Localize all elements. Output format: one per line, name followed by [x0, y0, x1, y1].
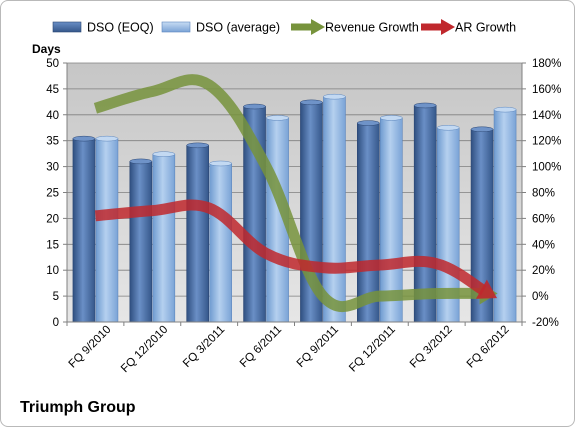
y-tick-label: 0: [53, 317, 59, 329]
bar-cap: [300, 99, 323, 106]
x-tick-label: FQ 12/2010: [119, 324, 170, 375]
y-tick-label: 25: [46, 188, 59, 200]
bar-dso-average: [209, 163, 232, 323]
x-tick-label: FQ 6/2011: [238, 324, 284, 370]
y2-tick-label: 40%: [532, 239, 555, 251]
bar-cap: [413, 102, 437, 109]
y2-tick-label: 160%: [532, 84, 561, 96]
legend-label: DSO (EOQ): [87, 21, 154, 35]
x-tick-label: FQ 9/2011: [295, 324, 341, 370]
y2-tick-label: 60%: [532, 213, 555, 225]
bar-cap: [323, 93, 346, 100]
x-tick-label: FQ 9/2010: [67, 324, 114, 371]
bar-cap: [436, 125, 460, 131]
bar-cap: [72, 135, 96, 142]
bar-cap: [357, 120, 380, 126]
revenue-growth-line: [93, 74, 483, 313]
bar-cap: [129, 158, 153, 165]
y2-tick-label: 100%: [532, 162, 561, 174]
bar-cap: [266, 115, 289, 121]
y2-tick-label: -20%: [532, 317, 559, 329]
y-axis-label: Days: [32, 42, 61, 56]
bar-dso-average: [323, 96, 346, 323]
legend-swatch: [161, 21, 191, 33]
legend-label: AR Growth: [455, 21, 516, 35]
bar-cap: [186, 142, 209, 149]
ar-growth-arrowhead: [475, 279, 498, 299]
y-tick-label: 20: [46, 213, 59, 225]
y-tick-label: 5: [53, 291, 59, 303]
bar-cap: [470, 126, 494, 133]
x-tick-label: FQ 6/2012: [465, 324, 512, 371]
bar-dso-average: [95, 138, 119, 323]
y2-tick-label: 20%: [532, 265, 555, 277]
bar-cap: [243, 103, 266, 110]
y-tick-label: 45: [46, 84, 59, 96]
bar-dso-average: [493, 109, 517, 323]
ar-growth-line: [94, 199, 487, 296]
bar-cap: [209, 160, 232, 167]
x-tick-label: FQ 3/2012: [408, 324, 455, 371]
bar-cap: [493, 106, 517, 113]
legend-arrowhead: [441, 19, 455, 35]
y2-tick-label: 0%: [532, 291, 549, 303]
y-tick-label: 40: [46, 110, 59, 122]
x-tick-label: FQ 12/2011: [347, 324, 398, 375]
bar-cap: [95, 135, 119, 142]
y-tick-label: 10: [46, 265, 59, 277]
y-tick-label: 35: [46, 136, 59, 148]
bar-dso-eoq: [72, 138, 96, 323]
y-tick-label: 15: [46, 239, 59, 251]
growth-lines: [93, 74, 498, 313]
bar-dso-average: [152, 153, 176, 323]
x-tick-label: FQ 3/2011: [181, 324, 227, 370]
y-tick-label: 30: [46, 162, 59, 174]
y-tick-label: 50: [46, 58, 59, 70]
bar-cap: [380, 115, 403, 121]
company-name: Triumph Group: [20, 399, 136, 416]
y2-tick-label: 120%: [532, 136, 561, 148]
bar-dso-eoq: [129, 161, 153, 323]
legend-label: DSO (average): [196, 21, 280, 35]
y2-tick-label: 140%: [532, 110, 561, 122]
legend: DSO (EOQ) DSO (average) Revenue Growth AR G…: [52, 19, 516, 35]
legend-arrowhead: [311, 19, 325, 35]
bar-cap: [152, 151, 176, 157]
legend-swatch: [52, 21, 82, 33]
y2-tick-label: 80%: [532, 188, 555, 200]
y2-tick-label: 180%: [532, 58, 561, 70]
legend-label: Revenue Growth: [325, 21, 419, 35]
bar-dso-eoq: [186, 145, 209, 323]
